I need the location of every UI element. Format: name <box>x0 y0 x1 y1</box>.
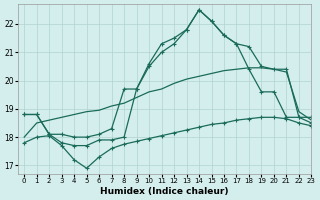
X-axis label: Humidex (Indice chaleur): Humidex (Indice chaleur) <box>100 187 229 196</box>
